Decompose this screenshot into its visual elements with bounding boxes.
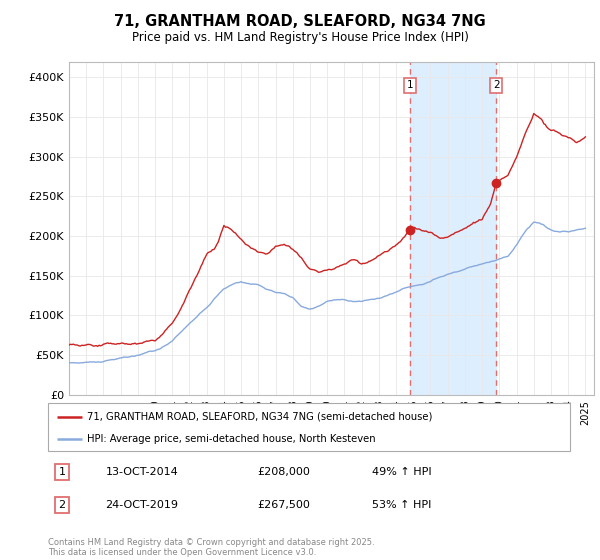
Text: 1: 1 <box>58 467 65 477</box>
Text: Price paid vs. HM Land Registry's House Price Index (HPI): Price paid vs. HM Land Registry's House … <box>131 31 469 44</box>
Text: HPI: Average price, semi-detached house, North Kesteven: HPI: Average price, semi-detached house,… <box>87 434 376 444</box>
Text: 24-OCT-2019: 24-OCT-2019 <box>106 500 178 510</box>
Text: 13-OCT-2014: 13-OCT-2014 <box>106 467 178 477</box>
Text: £208,000: £208,000 <box>257 467 310 477</box>
Text: 71, GRANTHAM ROAD, SLEAFORD, NG34 7NG (semi-detached house): 71, GRANTHAM ROAD, SLEAFORD, NG34 7NG (s… <box>87 412 433 422</box>
Bar <box>410 62 496 395</box>
Text: 2: 2 <box>58 500 65 510</box>
Text: 71, GRANTHAM ROAD, SLEAFORD, NG34 7NG: 71, GRANTHAM ROAD, SLEAFORD, NG34 7NG <box>114 14 486 29</box>
Text: 49% ↑ HPI: 49% ↑ HPI <box>371 467 431 477</box>
Text: 2: 2 <box>493 81 500 90</box>
Text: £267,500: £267,500 <box>257 500 310 510</box>
Text: Contains HM Land Registry data © Crown copyright and database right 2025.
This d: Contains HM Land Registry data © Crown c… <box>48 538 374 557</box>
Text: 1: 1 <box>406 81 413 90</box>
Text: 53% ↑ HPI: 53% ↑ HPI <box>371 500 431 510</box>
